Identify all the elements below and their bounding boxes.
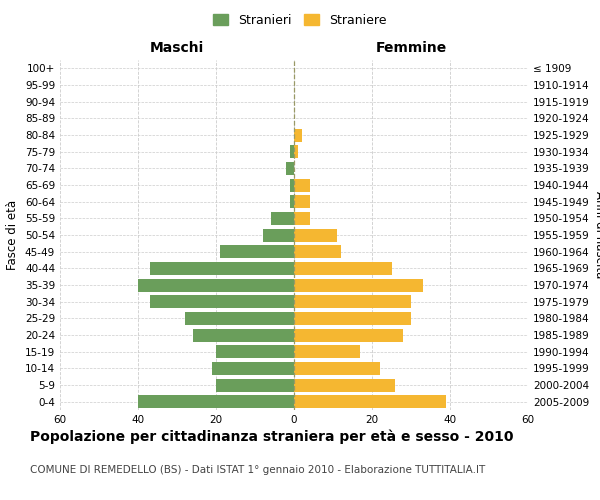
Bar xyxy=(294,312,411,325)
Bar xyxy=(216,378,294,392)
Bar xyxy=(294,345,360,358)
Bar xyxy=(263,228,294,241)
Bar xyxy=(290,195,294,208)
Bar xyxy=(294,295,411,308)
Bar xyxy=(290,145,294,158)
Text: Femmine: Femmine xyxy=(376,41,446,55)
Text: Maschi: Maschi xyxy=(150,41,204,55)
Bar xyxy=(193,328,294,342)
Bar xyxy=(220,245,294,258)
Bar xyxy=(294,178,310,192)
Bar xyxy=(294,212,310,225)
Y-axis label: Anni di nascita: Anni di nascita xyxy=(593,192,600,278)
Text: Popolazione per cittadinanza straniera per età e sesso - 2010: Popolazione per cittadinanza straniera p… xyxy=(30,430,514,444)
Bar xyxy=(212,362,294,375)
Bar xyxy=(138,278,294,291)
Bar xyxy=(294,328,403,342)
Bar xyxy=(150,295,294,308)
Bar xyxy=(294,145,298,158)
Bar xyxy=(294,362,380,375)
Bar xyxy=(294,195,310,208)
Bar xyxy=(294,228,337,241)
Bar xyxy=(138,395,294,408)
Bar xyxy=(216,345,294,358)
Y-axis label: Fasce di età: Fasce di età xyxy=(7,200,19,270)
Bar xyxy=(294,128,302,141)
Bar xyxy=(185,312,294,325)
Bar xyxy=(294,278,422,291)
Bar xyxy=(294,245,341,258)
Text: COMUNE DI REMEDELLO (BS) - Dati ISTAT 1° gennaio 2010 - Elaborazione TUTTITALIA.: COMUNE DI REMEDELLO (BS) - Dati ISTAT 1°… xyxy=(30,465,485,475)
Bar xyxy=(290,178,294,192)
Bar xyxy=(294,378,395,392)
Bar xyxy=(271,212,294,225)
Bar xyxy=(150,262,294,275)
Bar xyxy=(294,262,392,275)
Bar xyxy=(294,395,446,408)
Bar xyxy=(286,162,294,175)
Legend: Stranieri, Straniere: Stranieri, Straniere xyxy=(208,8,392,32)
